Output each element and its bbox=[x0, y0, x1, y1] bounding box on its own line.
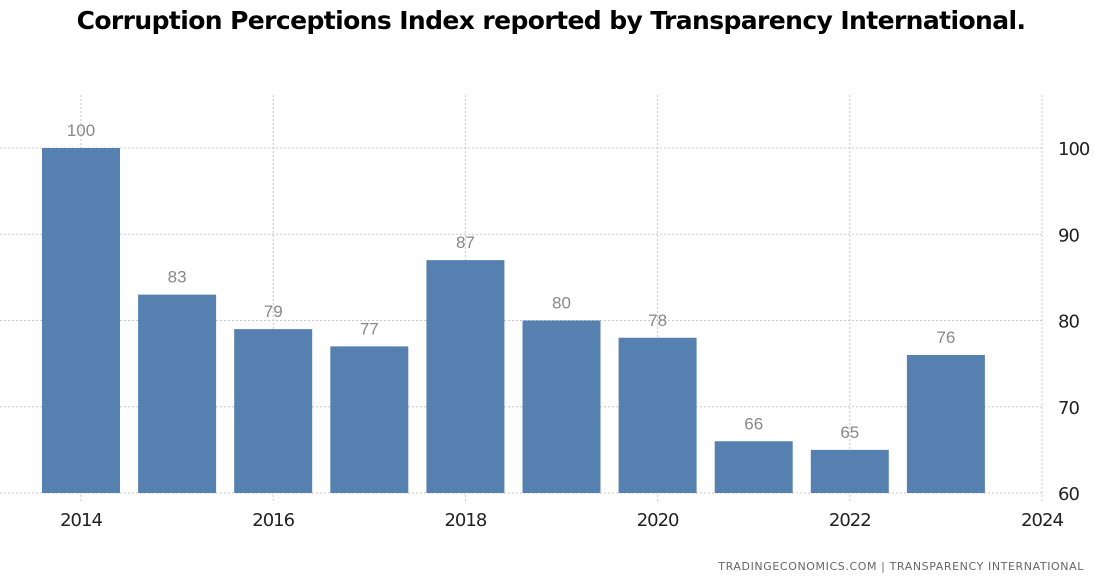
data-label-2018: 87 bbox=[456, 233, 475, 252]
data-label-2014: 100 bbox=[67, 121, 95, 140]
data-label-2022: 65 bbox=[840, 423, 859, 442]
bar-2023 bbox=[906, 355, 985, 493]
x-tick-2024: 2024 bbox=[1021, 510, 1063, 531]
bar-2017 bbox=[330, 346, 409, 493]
x-tick-2022: 2022 bbox=[829, 510, 871, 531]
y-tick-80: 80 bbox=[1058, 312, 1079, 333]
y-tick-60: 60 bbox=[1058, 484, 1079, 505]
y-tick-90: 90 bbox=[1058, 225, 1079, 246]
data-label-2015: 83 bbox=[168, 268, 187, 287]
data-labels: 100 83 79 77 87 80 78 66 65 76 bbox=[67, 121, 956, 442]
bar-2016 bbox=[234, 329, 313, 493]
bar-2015 bbox=[138, 294, 217, 493]
bar-2019 bbox=[522, 320, 601, 493]
bar-2020 bbox=[618, 337, 697, 493]
x-axis: 2014 2016 2018 2020 2022 2024 bbox=[60, 510, 1064, 531]
bar-2018 bbox=[426, 260, 505, 493]
y-tick-70: 70 bbox=[1058, 398, 1079, 419]
x-tick-2014: 2014 bbox=[60, 510, 102, 531]
x-tick-2020: 2020 bbox=[637, 510, 679, 531]
data-label-2023: 76 bbox=[936, 328, 955, 347]
data-label-2016: 79 bbox=[264, 302, 283, 321]
y-axis: 60 70 80 90 100 bbox=[1058, 139, 1091, 505]
y-tick-100: 100 bbox=[1058, 139, 1090, 160]
data-label-2017: 77 bbox=[360, 319, 379, 338]
bar-2021 bbox=[714, 441, 793, 493]
chart-title: Corruption Perceptions Index reported by… bbox=[76, 6, 1026, 35]
bar-2022 bbox=[810, 449, 889, 493]
x-tick-2018: 2018 bbox=[444, 510, 486, 531]
data-label-2021: 66 bbox=[744, 414, 763, 433]
data-label-2020: 78 bbox=[648, 311, 667, 330]
x-tick-2016: 2016 bbox=[252, 510, 294, 531]
bars bbox=[42, 148, 985, 493]
data-label-2019: 80 bbox=[552, 294, 571, 313]
source-attribution: TRADINGECONOMICS.COM | TRANSPARENCY INTE… bbox=[718, 560, 1084, 573]
bar-2014 bbox=[42, 148, 120, 493]
